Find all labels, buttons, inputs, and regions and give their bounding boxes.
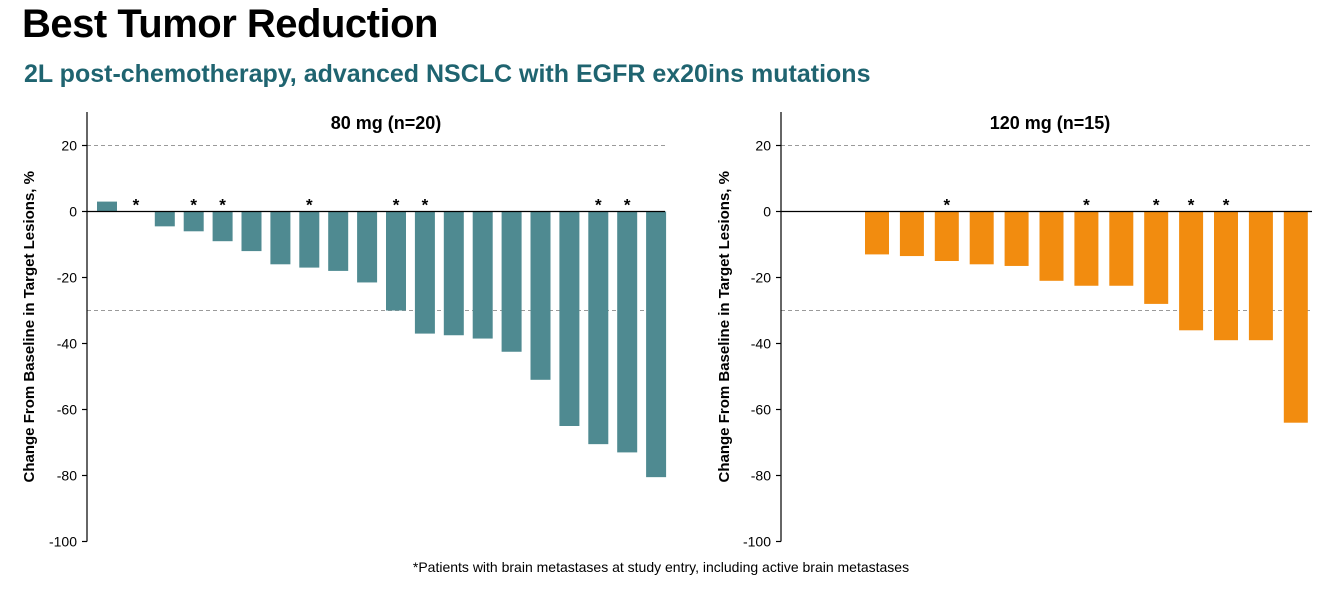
brain-metastasis-marker: * [306, 196, 313, 215]
brain-metastasis-marker: * [1083, 196, 1090, 215]
bar [588, 211, 609, 445]
panel-title: 80 mg (n=20) [331, 113, 442, 133]
y-tick-label: -40 [57, 336, 77, 352]
brain-metastasis-marker: * [1153, 196, 1160, 215]
y-tick-label: -80 [751, 468, 771, 484]
bar [241, 211, 262, 252]
bar [934, 211, 959, 261]
brain-metastasis-marker: * [1188, 196, 1195, 215]
y-tick-label: -80 [57, 468, 77, 484]
y-tick-label: -60 [57, 402, 77, 418]
bar [299, 211, 320, 268]
y-tick-label: -100 [743, 534, 771, 550]
y-tick-label: -40 [751, 336, 771, 352]
page-subtitle: 2L post-chemotherapy, advanced NSCLC wit… [24, 60, 871, 88]
brain-metastasis-marker: * [393, 196, 400, 215]
y-tick-label: 0 [69, 204, 77, 220]
brain-metastasis-marker: * [624, 196, 631, 215]
bar [646, 211, 667, 478]
y-tick-label: -100 [49, 534, 77, 550]
footnote: *Patients with brain metastases at study… [412, 559, 910, 575]
bar [386, 211, 406, 311]
brain-metastasis-marker: * [219, 196, 226, 215]
panel-title-box [257, 104, 515, 140]
bar [1283, 211, 1308, 423]
bar [969, 211, 994, 265]
bar [1004, 211, 1029, 266]
brain-metastasis-marker: * [422, 196, 429, 215]
panel-title-box [922, 104, 1179, 140]
panel-title: 120 mg (n=15) [990, 113, 1111, 133]
brain-metastasis-marker: * [943, 196, 950, 215]
bar [1248, 211, 1273, 341]
bar [1109, 211, 1134, 286]
y-tick-label: -20 [751, 270, 771, 286]
bar [1144, 211, 1169, 304]
y-axis-title: Change From Baseline in Target Lesions, … [21, 171, 38, 482]
bar [472, 211, 493, 339]
bar [97, 201, 117, 212]
bar [443, 211, 464, 336]
bar [530, 211, 551, 380]
brain-metastasis-marker: * [1223, 196, 1230, 215]
bar [899, 211, 924, 257]
y-tick-label: 20 [61, 138, 77, 154]
bar [1039, 211, 1064, 281]
y-tick-label: 0 [763, 204, 771, 220]
bar [212, 211, 233, 242]
brain-metastasis-marker: * [133, 196, 140, 215]
bar [154, 211, 175, 227]
brain-metastasis-marker: * [190, 196, 197, 215]
y-tick-label: 20 [755, 138, 771, 154]
bar [357, 211, 378, 283]
bar [617, 211, 638, 453]
y-tick-label: -20 [57, 270, 77, 286]
y-tick-label: -60 [751, 402, 771, 418]
bar [1074, 211, 1099, 286]
bar [559, 211, 580, 426]
bar [183, 211, 204, 232]
bar [1179, 211, 1204, 331]
page-title: Best Tumor Reduction [22, 2, 438, 46]
bar [414, 211, 435, 334]
bar [1214, 211, 1238, 341]
bar [270, 211, 291, 265]
bar [501, 211, 522, 352]
brain-metastasis-marker: * [595, 196, 602, 215]
y-axis-title: Change From Baseline in Target Lesions, … [716, 171, 733, 482]
bar [865, 211, 889, 255]
bar [328, 211, 349, 271]
